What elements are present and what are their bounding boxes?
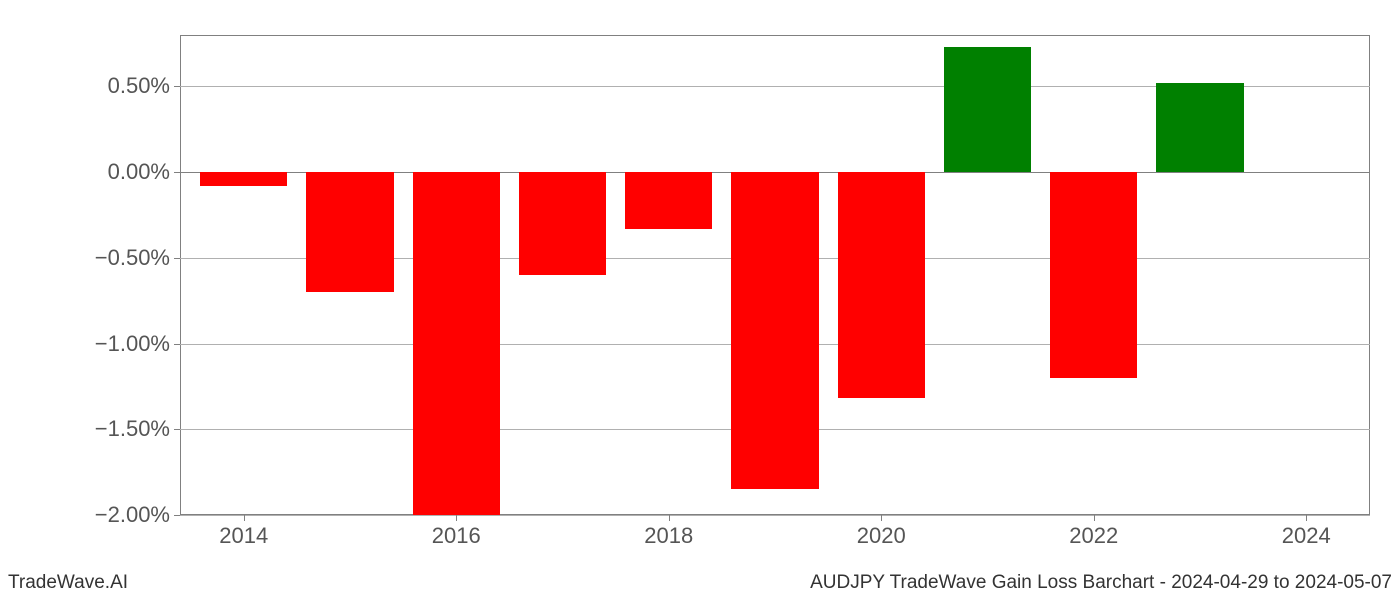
ytick-label: 0.50%: [108, 73, 180, 99]
bar: [413, 172, 500, 515]
footer-left-text: TradeWave.AI: [8, 572, 128, 594]
ytick-label: 0.00%: [108, 159, 180, 185]
xtick-label: 2014: [219, 515, 268, 549]
ytick-label: −1.00%: [95, 331, 180, 357]
chart-container: −2.00% −1.50% −1.00% −0.50% 0.00% 0.50% 2014 20…: [0, 0, 1400, 600]
bar: [306, 172, 393, 292]
xtick-label: 2020: [857, 515, 906, 549]
xtick-label: 2024: [1282, 515, 1331, 549]
footer-right-text: AUDJPY TradeWave Gain Loss Barchart - 20…: [810, 572, 1392, 594]
ytick-label: −2.00%: [95, 502, 180, 528]
bar: [1050, 172, 1137, 378]
spine-top: [180, 35, 1370, 36]
bar: [519, 172, 606, 275]
bar: [200, 172, 287, 186]
bar: [944, 47, 1031, 172]
bar: [838, 172, 925, 398]
bar: [731, 172, 818, 489]
bar: [1156, 83, 1243, 172]
ytick-label: −0.50%: [95, 245, 180, 271]
spine-right: [1369, 35, 1370, 515]
xtick-label: 2016: [432, 515, 481, 549]
xtick-label: 2018: [644, 515, 693, 549]
xtick-label: 2022: [1069, 515, 1118, 549]
bar: [625, 172, 712, 229]
plot-area: −2.00%−1.50%−1.00%−0.50%0.00%0.50%201420…: [180, 35, 1370, 515]
gridline: [180, 515, 1370, 516]
ytick-label: −1.50%: [95, 416, 180, 442]
spine-left: [180, 35, 181, 515]
